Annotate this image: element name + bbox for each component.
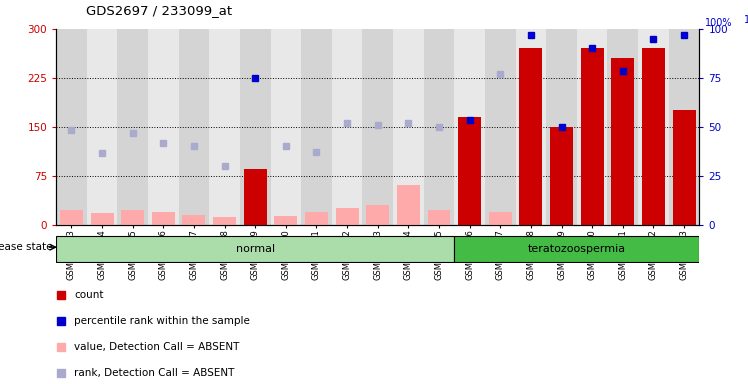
Bar — [423, 29, 454, 225]
Text: value, Detection Call = ABSENT: value, Detection Call = ABSENT — [74, 342, 239, 352]
Bar — [638, 29, 669, 225]
Bar — [60, 210, 83, 225]
Bar — [454, 29, 485, 225]
Bar — [642, 48, 665, 225]
Text: rank, Detection Call = ABSENT: rank, Detection Call = ABSENT — [74, 368, 234, 378]
Bar — [519, 48, 542, 225]
Bar — [209, 29, 240, 225]
Text: teratozoospermia: teratozoospermia — [528, 243, 626, 254]
Bar — [117, 29, 148, 225]
Text: count: count — [74, 290, 104, 300]
Bar — [183, 215, 206, 225]
Bar — [240, 29, 271, 225]
Bar — [179, 29, 209, 225]
Bar — [607, 29, 638, 225]
Bar — [393, 29, 423, 225]
Bar — [611, 58, 634, 225]
Bar — [271, 29, 301, 225]
Bar — [148, 29, 179, 225]
Bar — [305, 212, 328, 225]
Bar — [454, 236, 699, 262]
Bar — [301, 29, 332, 225]
Bar — [367, 205, 389, 225]
Bar — [213, 217, 236, 225]
Bar — [669, 29, 699, 225]
Text: 100%: 100% — [705, 18, 732, 28]
Bar — [672, 111, 696, 225]
Text: GDS2697 / 233099_at: GDS2697 / 233099_at — [86, 4, 232, 17]
Bar — [244, 169, 267, 225]
Bar — [546, 29, 577, 225]
Bar — [488, 212, 512, 225]
Bar — [550, 127, 573, 225]
Bar — [121, 210, 144, 225]
Bar — [515, 29, 546, 225]
Bar — [152, 212, 175, 225]
Bar — [56, 29, 87, 225]
Bar — [332, 29, 363, 225]
Bar — [87, 29, 117, 225]
Bar — [580, 48, 604, 225]
Bar — [336, 209, 358, 225]
Bar — [577, 29, 607, 225]
Text: percentile rank within the sample: percentile rank within the sample — [74, 316, 250, 326]
Bar — [397, 185, 420, 225]
Text: 100%: 100% — [744, 15, 748, 25]
Bar — [458, 117, 481, 225]
Bar — [428, 210, 450, 225]
Bar — [363, 29, 393, 225]
Bar — [56, 236, 454, 262]
Bar — [91, 213, 114, 225]
Bar — [485, 29, 515, 225]
Text: disease state: disease state — [0, 242, 52, 252]
Text: normal: normal — [236, 243, 275, 254]
Bar — [275, 215, 297, 225]
